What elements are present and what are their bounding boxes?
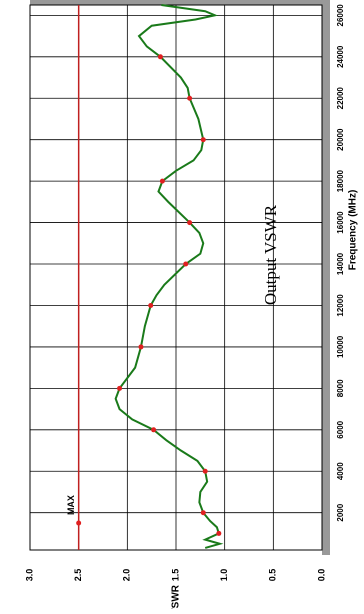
data-point bbox=[138, 344, 144, 350]
x-tick-label: 6000 bbox=[336, 420, 345, 438]
x-tick-label: 24000 bbox=[336, 45, 345, 68]
data-point bbox=[151, 427, 157, 433]
x-tick-label: 10000 bbox=[336, 335, 345, 358]
data-point bbox=[159, 178, 165, 184]
frame-shadow bbox=[30, 0, 330, 6]
max-marker bbox=[76, 520, 82, 526]
x-tick-label: 26000 bbox=[336, 4, 345, 27]
x-tick-label: 18000 bbox=[336, 169, 345, 192]
data-point bbox=[148, 302, 154, 308]
x-tick-label: 16000 bbox=[336, 211, 345, 234]
y-tick-label: 2.5 bbox=[73, 569, 83, 582]
data-point bbox=[157, 54, 163, 60]
data-point bbox=[183, 261, 189, 267]
data-point bbox=[202, 468, 208, 474]
frame-shadow bbox=[322, 0, 330, 555]
y-tick-label: 1.0 bbox=[219, 569, 229, 582]
x-tick-label: 12000 bbox=[336, 294, 345, 317]
chart-title: Output VSWR bbox=[261, 204, 280, 305]
x-tick-label: 8000 bbox=[336, 379, 345, 397]
annotation: MAX bbox=[66, 495, 76, 515]
x-tick-label: 4000 bbox=[336, 462, 345, 480]
y-tick-label: 3.0 bbox=[24, 569, 34, 582]
y-tick-label: 1.5 bbox=[170, 569, 180, 582]
x-axis-label: Frequency (MHz) bbox=[348, 190, 359, 271]
x-tick-label: 2000 bbox=[336, 503, 345, 521]
data-point bbox=[187, 95, 193, 101]
data-point bbox=[187, 220, 193, 226]
data-point bbox=[117, 385, 123, 391]
data-point bbox=[200, 137, 206, 143]
data-point bbox=[200, 510, 206, 516]
data-point bbox=[216, 530, 222, 536]
y-tick-label: 0.0 bbox=[316, 569, 326, 582]
y-tick-label: 2.0 bbox=[122, 569, 132, 582]
x-tick-label: 14000 bbox=[336, 252, 345, 275]
y-tick-label: 0.5 bbox=[268, 569, 278, 582]
y-axis-label: VSWR bbox=[171, 584, 182, 609]
curve bbox=[114, 4, 224, 549]
x-tick-label: 22000 bbox=[336, 87, 345, 110]
x-tick-label: 20000 bbox=[336, 128, 345, 151]
